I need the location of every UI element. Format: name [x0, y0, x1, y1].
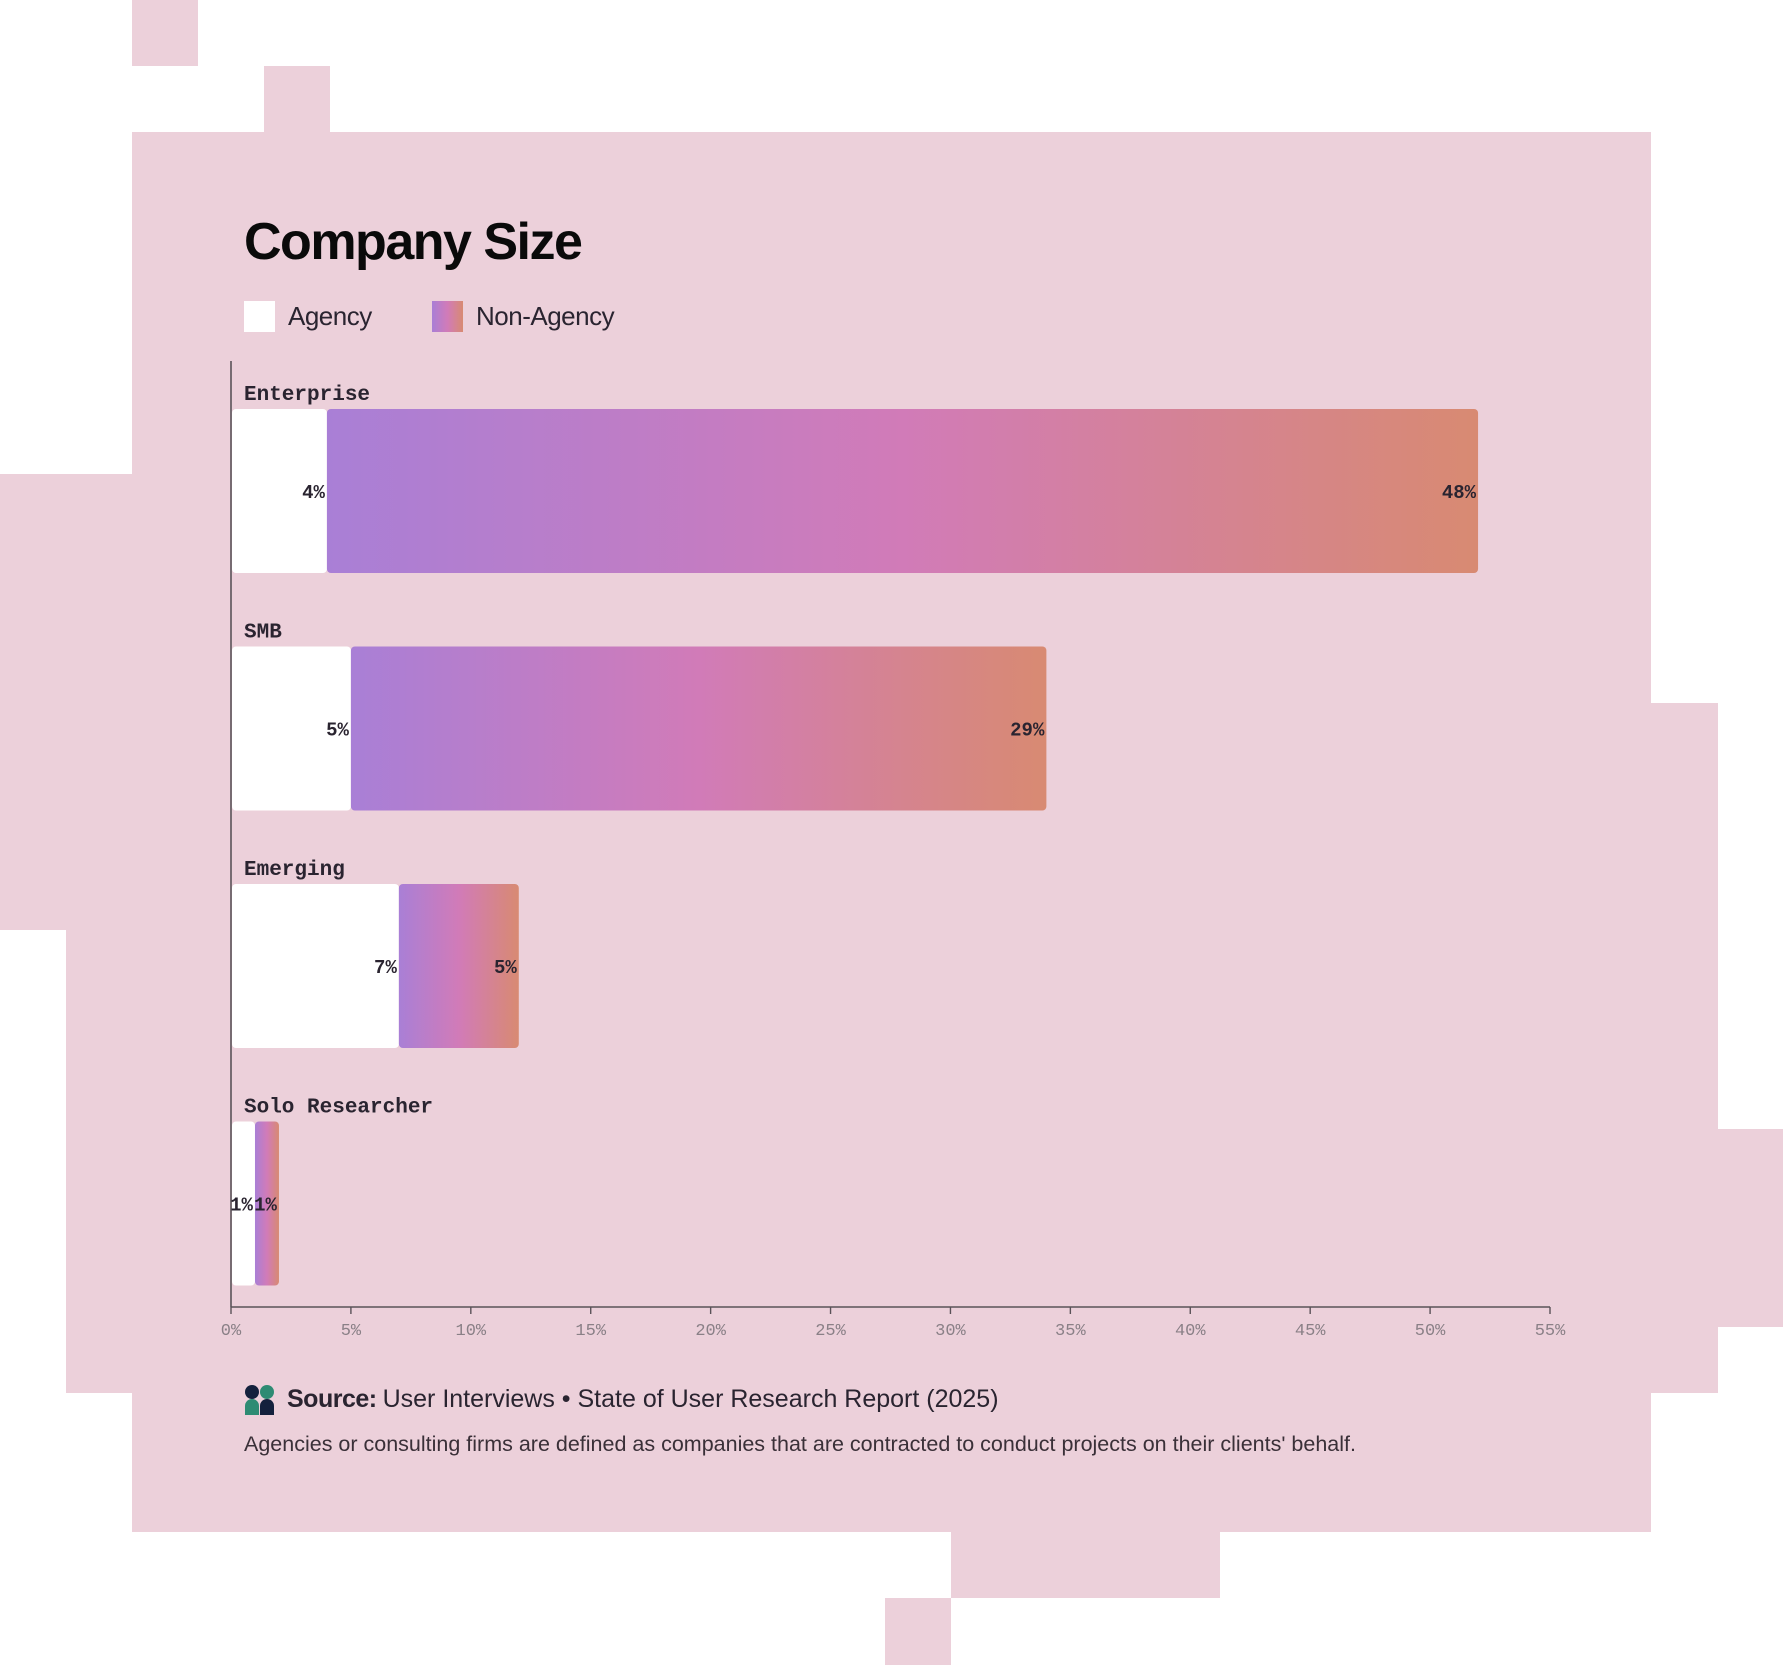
x-tick-label: 50%	[1415, 1322, 1446, 1341]
category-label: Emerging	[244, 859, 345, 882]
bar-non-agency	[254, 1121, 279, 1286]
bar-agency	[232, 646, 351, 811]
background-block	[132, 0, 198, 66]
x-tick-label: 20%	[695, 1322, 726, 1341]
user-interviews-logo-icon	[245, 1384, 274, 1415]
bar-agency	[232, 1121, 255, 1286]
x-tick-label: 15%	[575, 1322, 606, 1341]
bar-agency	[232, 884, 399, 1048]
background-block	[264, 66, 330, 132]
x-tick-label: 45%	[1295, 1322, 1326, 1341]
x-tick-label: 0%	[221, 1322, 242, 1341]
background-block	[1700, 1129, 1783, 1327]
value-label-agency: 7%	[374, 957, 397, 979]
legend-swatch-agency	[244, 301, 275, 332]
bar-agency	[232, 409, 327, 573]
value-label-non-agency: 48%	[1442, 482, 1477, 504]
background-block	[951, 1520, 1220, 1598]
value-label-agency: 1%	[230, 1195, 253, 1217]
value-label-non-agency: 1%	[254, 1195, 277, 1217]
legend-label-non-agency: Non-Agency	[476, 301, 615, 331]
x-tick-label: 40%	[1175, 1322, 1206, 1341]
legend-item-agency: Agency	[244, 300, 372, 333]
background-block	[0, 474, 140, 930]
x-tick-label: 55%	[1535, 1322, 1566, 1341]
bar-non-agency	[350, 646, 1047, 811]
x-tick-label: 5%	[341, 1322, 362, 1341]
value-label-non-agency: 29%	[1010, 720, 1045, 742]
category-label: Enterprise	[244, 384, 370, 407]
x-tick-label: 30%	[935, 1322, 966, 1341]
chart-title: Company Size	[244, 213, 583, 271]
bar-non-agency	[326, 409, 1479, 573]
chart-card	[132, 132, 1651, 1532]
bar-non-agency	[398, 884, 519, 1048]
category-label: Solo Researcher	[244, 1097, 433, 1120]
value-label-agency: 4%	[302, 482, 325, 504]
x-tick-label: 10%	[456, 1322, 487, 1341]
source-text: User Interviews • State of User Research…	[382, 1384, 999, 1413]
legend-swatch-non-agency	[432, 301, 463, 332]
legend-item-non-agency: Non-Agency	[432, 300, 615, 333]
x-tick-label: 35%	[1055, 1322, 1086, 1341]
footnote: Agencies or consulting firms are defined…	[244, 1432, 1356, 1456]
source-label: Source:	[287, 1384, 377, 1413]
value-label-non-agency: 5%	[494, 957, 517, 979]
x-tick-label: 25%	[815, 1322, 846, 1341]
legend-label-agency: Agency	[288, 301, 372, 331]
value-label-agency: 5%	[326, 720, 349, 742]
category-label: SMB	[244, 622, 282, 645]
background-block	[885, 1598, 951, 1665]
source-line: Source: User Interviews • State of User …	[244, 1382, 999, 1416]
